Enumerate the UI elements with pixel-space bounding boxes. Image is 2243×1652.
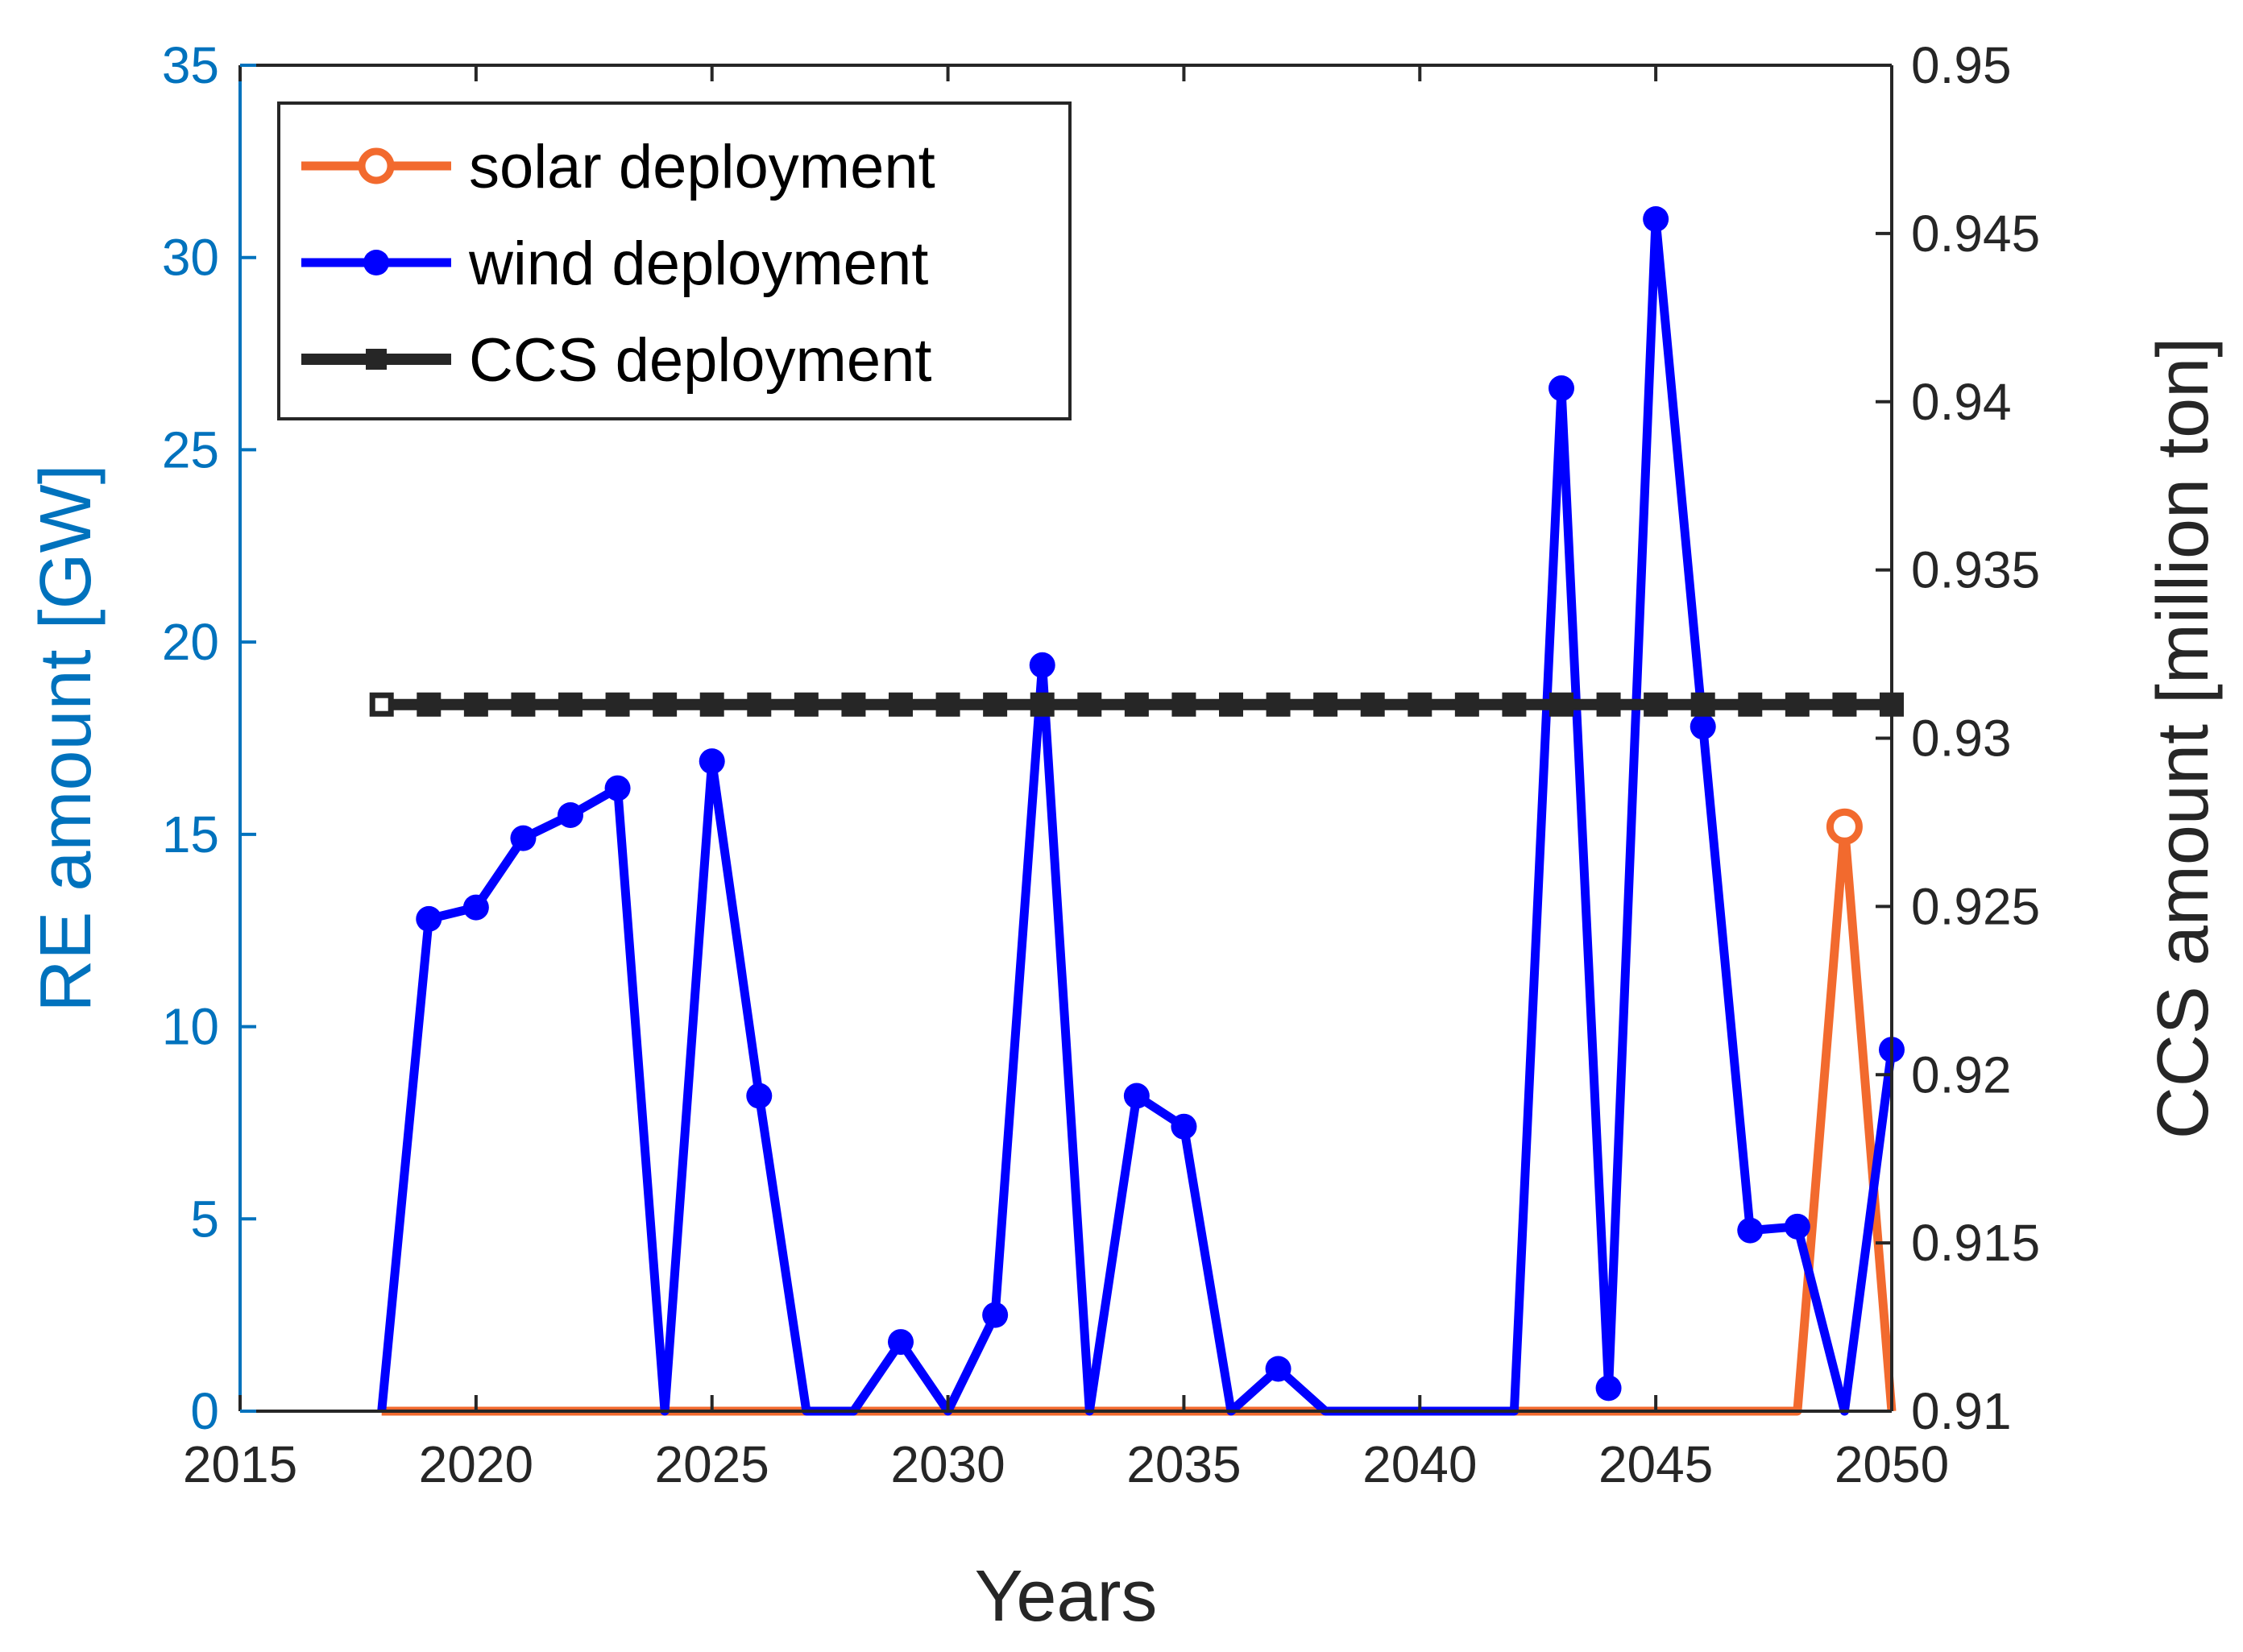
solar-deployment-point <box>1826 808 1863 845</box>
x-tick-label: 2035 <box>1126 1435 1241 1493</box>
wind-deployment-point <box>604 775 631 801</box>
y-right-tick-label: 0.94 <box>1911 373 2012 431</box>
y-left-tick-label: 35 <box>162 36 219 94</box>
y-right-tick-label: 0.925 <box>1911 877 2040 935</box>
legend-ccs-deployment-marker <box>366 349 387 370</box>
y-left-tick-label: 15 <box>162 805 219 863</box>
ccs-deployment-point-first <box>370 693 393 716</box>
wind-deployment-point <box>746 1083 773 1109</box>
wind-deployment-point <box>1784 1213 1810 1240</box>
ccs-deployment-point <box>841 692 866 717</box>
y-right-tick-label: 0.95 <box>1911 36 2012 94</box>
ccs-deployment-point <box>1266 692 1291 717</box>
legend-solar-deployment-marker <box>358 147 395 184</box>
y-left-tick-label: 30 <box>162 229 219 287</box>
y-left-tick-label: 0 <box>190 1382 219 1440</box>
ccs-deployment-point <box>1596 692 1621 717</box>
x-tick-label: 2040 <box>1362 1435 1477 1493</box>
ccs-deployment-point <box>699 692 724 717</box>
ccs-deployment-point <box>889 692 913 717</box>
wind-deployment-point <box>1643 205 1669 232</box>
ccs-deployment-point <box>1077 692 1102 717</box>
ccs-deployment-point <box>605 692 630 717</box>
ccs-deployment-point <box>1454 692 1479 717</box>
x-tick-label: 2030 <box>890 1435 1005 1493</box>
ccs-deployment-point <box>1785 692 1810 717</box>
ccs-deployment-point <box>1738 692 1763 717</box>
legend-wind-deployment-marker <box>363 250 389 275</box>
wind-deployment-point <box>1123 1083 1150 1109</box>
ccs-deployment-point <box>1219 692 1243 717</box>
y-left-tick-label: 25 <box>162 420 219 478</box>
x-axis-title: Years <box>975 1556 1158 1637</box>
ccs-deployment-point <box>463 692 488 717</box>
wind-deployment-point <box>1595 1375 1622 1402</box>
ccs-deployment-point <box>511 692 536 717</box>
wind-deployment-point <box>699 748 725 775</box>
wind-deployment-point <box>558 801 583 828</box>
wind-deployment-point <box>1265 1356 1291 1382</box>
y-right-tick-label: 0.91 <box>1911 1382 2012 1440</box>
x-tick-label: 2020 <box>419 1435 533 1493</box>
y-right-tick-label: 0.93 <box>1911 710 2012 768</box>
y-left-tick-label: 10 <box>162 998 219 1056</box>
y-left-tick-label: 5 <box>190 1190 219 1248</box>
ccs-deployment-point <box>1549 692 1573 717</box>
ccs-deployment-point <box>794 692 819 717</box>
legend-ccs-deployment-label: CCS deployment <box>469 326 932 395</box>
ccs-deployment-point <box>558 692 583 717</box>
legend-wind-deployment-label: wind deployment <box>468 230 928 298</box>
y-left-tick-label: 20 <box>162 613 219 671</box>
plot-axes: 2015 2020 2025 2030 2035 2040 2045 205005101520… <box>26 36 2224 1637</box>
y-left-axis-title: RE amount [GW] <box>26 464 106 1012</box>
wind-deployment-point <box>982 1302 1009 1328</box>
wind-deployment-point <box>1549 375 1574 402</box>
ccs-deployment-point <box>1124 692 1149 717</box>
ccs-deployment-point <box>653 692 678 717</box>
ccs-deployment-point <box>747 692 772 717</box>
ccs-deployment-point <box>417 692 442 717</box>
legend-solar-deployment-label: solar deployment <box>469 133 935 201</box>
wind-deployment-point <box>1737 1217 1764 1244</box>
wind-deployment-point <box>1690 714 1716 740</box>
wind-deployment-point <box>1171 1113 1197 1140</box>
wind-deployment-point <box>1029 652 1055 678</box>
y-right-tick-label: 0.945 <box>1911 205 2040 263</box>
ccs-deployment-point <box>1832 692 1857 717</box>
y-right-tick-label: 0.935 <box>1911 541 2040 599</box>
wind-deployment-point <box>888 1329 914 1356</box>
x-tick-label: 2050 <box>1835 1435 1949 1493</box>
y-right-tick-label: 0.915 <box>1911 1214 2040 1272</box>
ccs-deployment-point <box>1030 692 1055 717</box>
x-tick-label: 2025 <box>655 1435 769 1493</box>
ccs-deployment-point <box>1171 692 1196 717</box>
ccs-deployment-point <box>1313 692 1338 717</box>
ccs-deployment-point <box>1690 692 1715 717</box>
y-right-tick-label: 0.92 <box>1911 1045 2012 1103</box>
ccs-deployment-point <box>1502 692 1527 717</box>
ccs-deployment-point <box>935 692 960 717</box>
ccs-deployment-point <box>1408 692 1432 717</box>
y-right-axis-title: CCS amount [million ton] <box>2143 337 2224 1139</box>
wind-deployment-point <box>510 825 537 851</box>
ccs-deployment-point <box>1644 692 1669 717</box>
ccs-deployment-point <box>983 692 1008 717</box>
x-tick-label: 2045 <box>1598 1435 1713 1493</box>
wind-deployment-point <box>462 894 489 921</box>
x-tick-label: 2015 <box>183 1435 297 1493</box>
legend: solar deployment wind deployment CCS deplo… <box>277 101 1072 420</box>
ccs-deployment-point <box>1360 692 1385 717</box>
wind-deployment-point <box>416 905 442 932</box>
